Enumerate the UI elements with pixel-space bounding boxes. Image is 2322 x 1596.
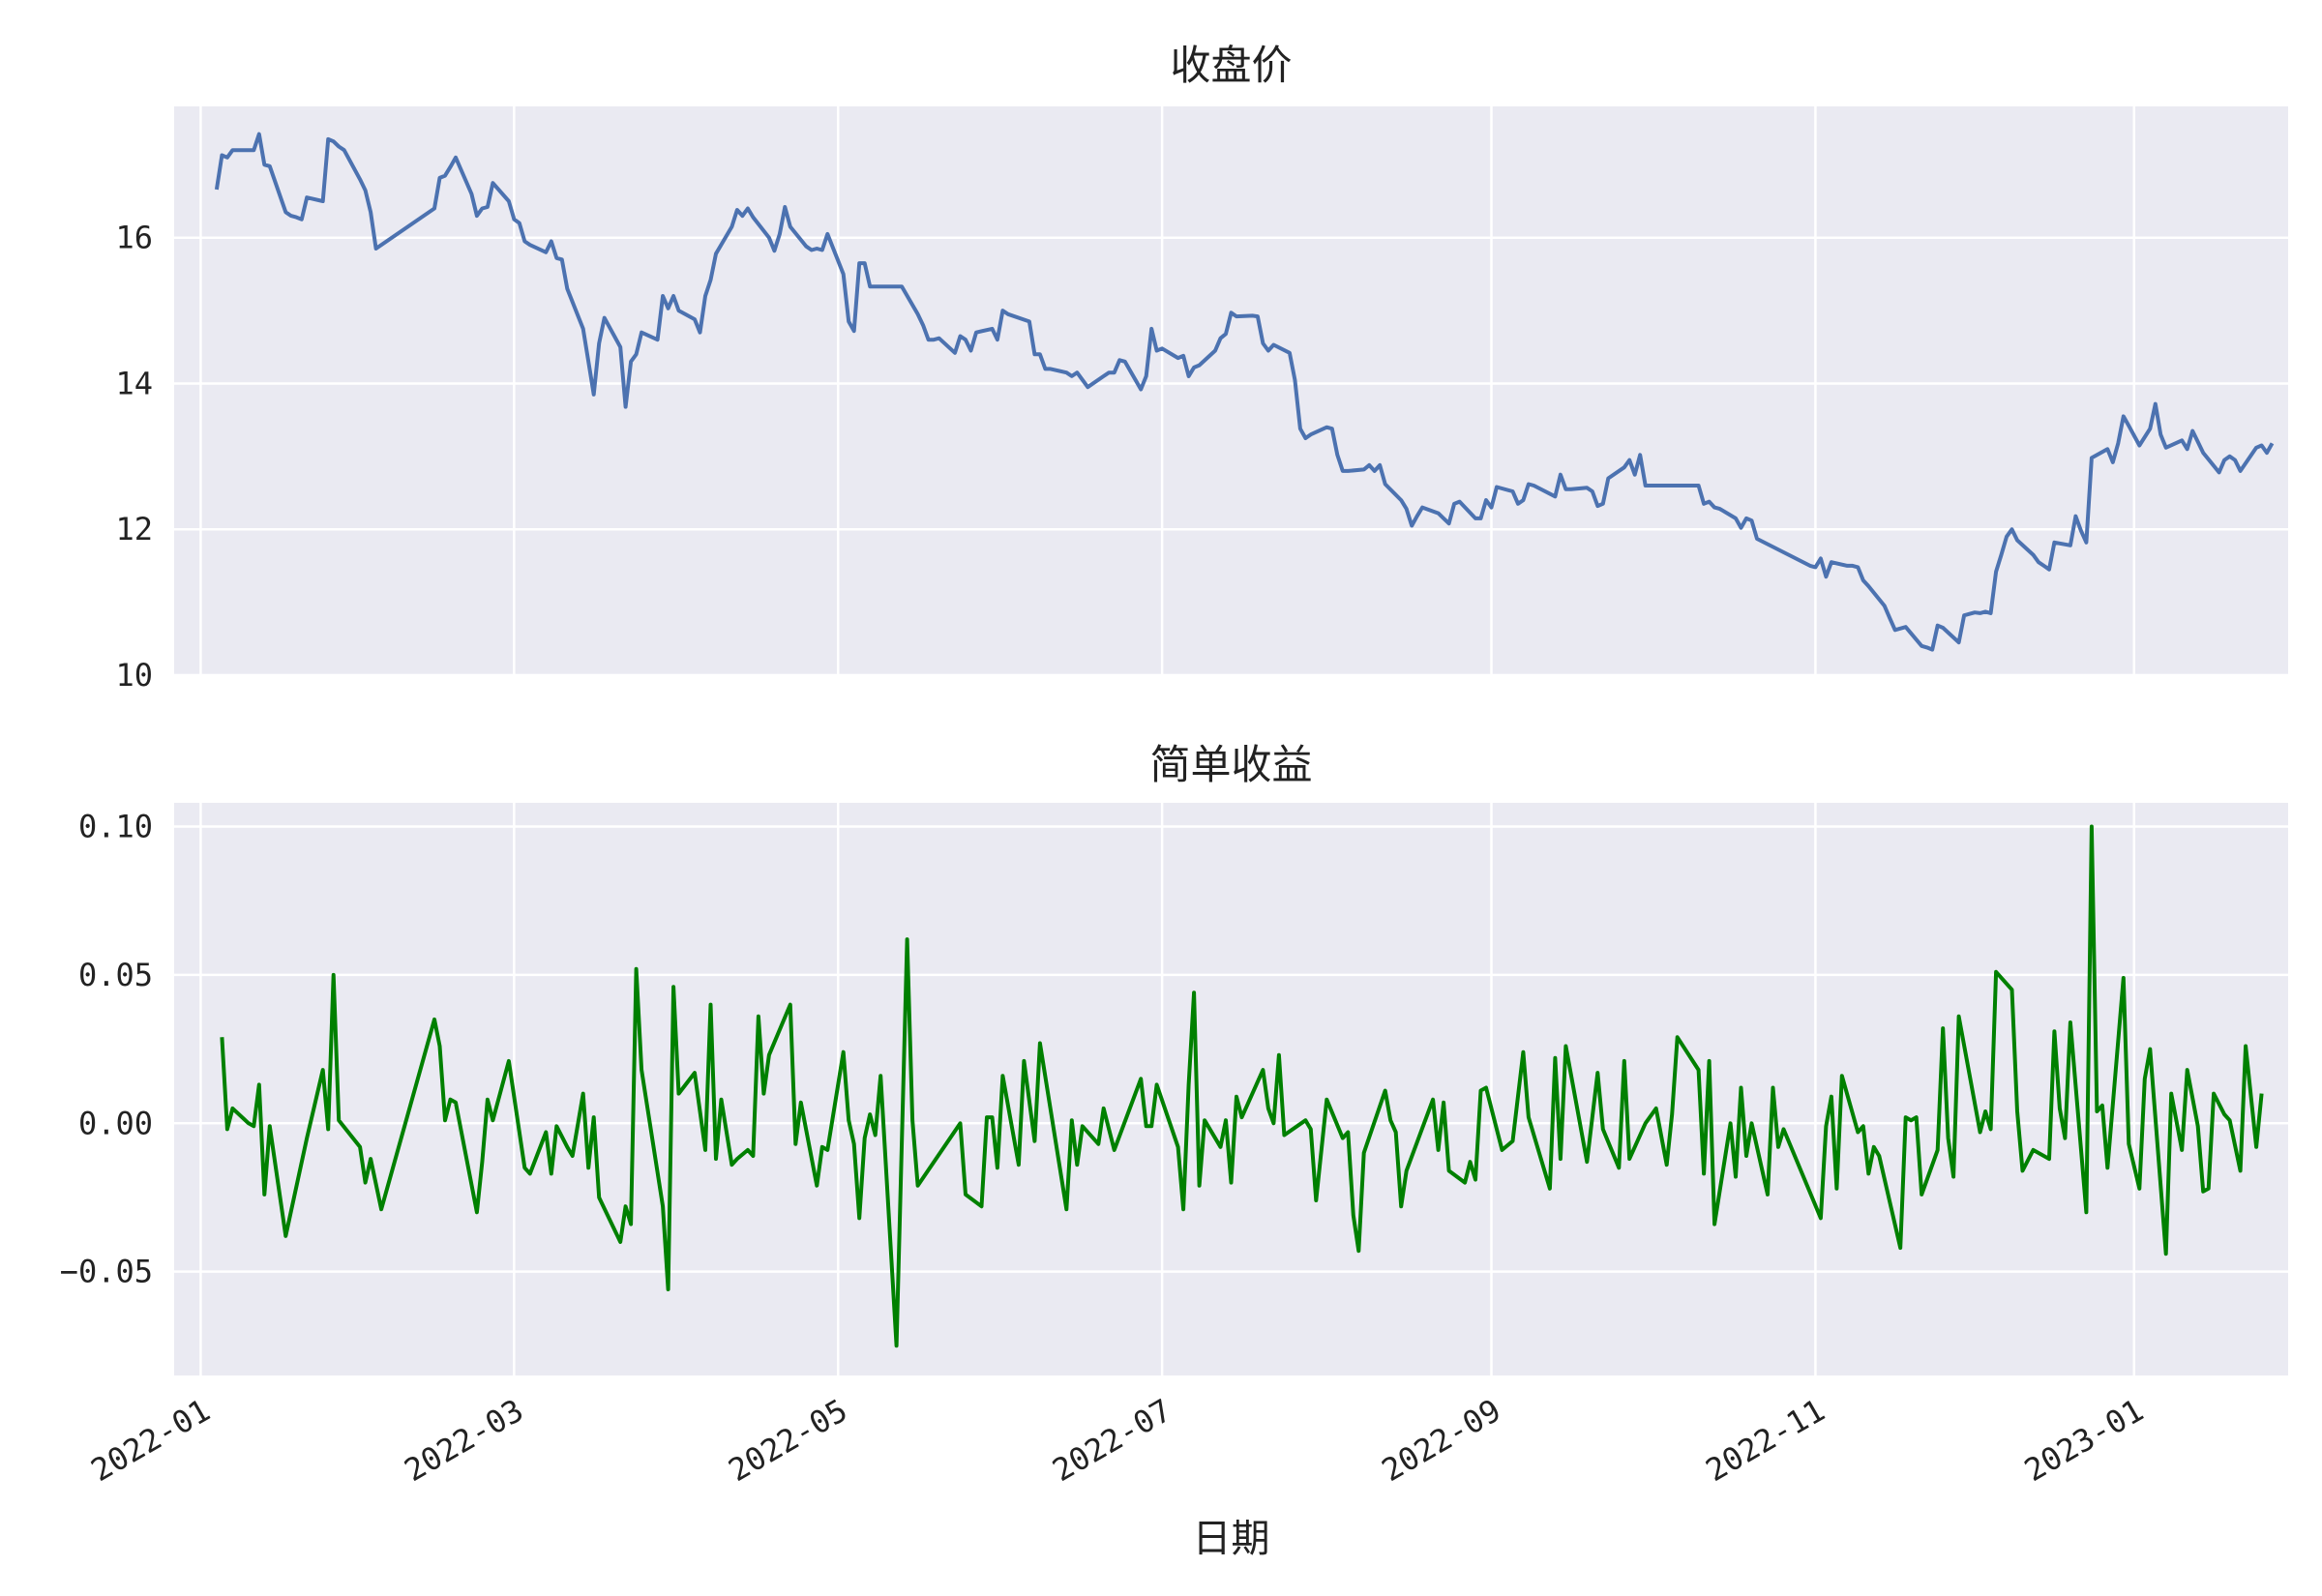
x-tick-label: 2022-07 — [1046, 1392, 1177, 1489]
simple-return-y-ticks: −0.05 0.00 0.05 0.10 — [60, 809, 153, 1290]
simple-return-title: 简单收益 — [1149, 741, 1312, 788]
y-tick-label: 0.00 — [78, 1105, 153, 1141]
close-price-y-ticks: 10 12 14 16 — [115, 220, 153, 694]
date-x-ticks: 2022-01 2022-03 2022-05 2022-07 2022-09 2022-… — [85, 1392, 2150, 1489]
close-price-title: 收盘价 — [1170, 42, 1292, 89]
y-tick-label: 0.05 — [78, 957, 153, 993]
x-tick-label: 2022-01 — [85, 1392, 217, 1489]
close-price-chart: 10 12 14 16 收盘价 — [115, 42, 2288, 694]
y-tick-label: 0.10 — [78, 809, 153, 845]
y-tick-label: 16 — [115, 220, 153, 256]
x-tick-label: 2022-05 — [722, 1392, 853, 1489]
simple-return-chart: −0.05 0.00 0.05 0.10 简单收益 — [60, 741, 2288, 1375]
simple-return-grid — [174, 803, 2288, 1375]
y-tick-label: 14 — [115, 365, 153, 401]
simple-return-line — [220, 824, 2264, 1348]
close-price-grid — [174, 106, 2288, 677]
y-tick-label: −0.05 — [60, 1254, 153, 1290]
close-price-line — [214, 132, 2275, 652]
simple-return-plot-area — [174, 803, 2288, 1375]
x-tick-label: 2022-03 — [399, 1392, 530, 1489]
x-tick-label: 2022-09 — [1376, 1392, 1507, 1489]
x-axis-label: 日期 — [1193, 1517, 1270, 1561]
close-price-plot-area — [174, 106, 2288, 675]
y-tick-label: 10 — [115, 657, 153, 694]
y-tick-label: 12 — [115, 511, 153, 547]
x-tick-label: 2023-01 — [2018, 1392, 2150, 1489]
x-tick-label: 2022-11 — [1700, 1392, 1831, 1489]
